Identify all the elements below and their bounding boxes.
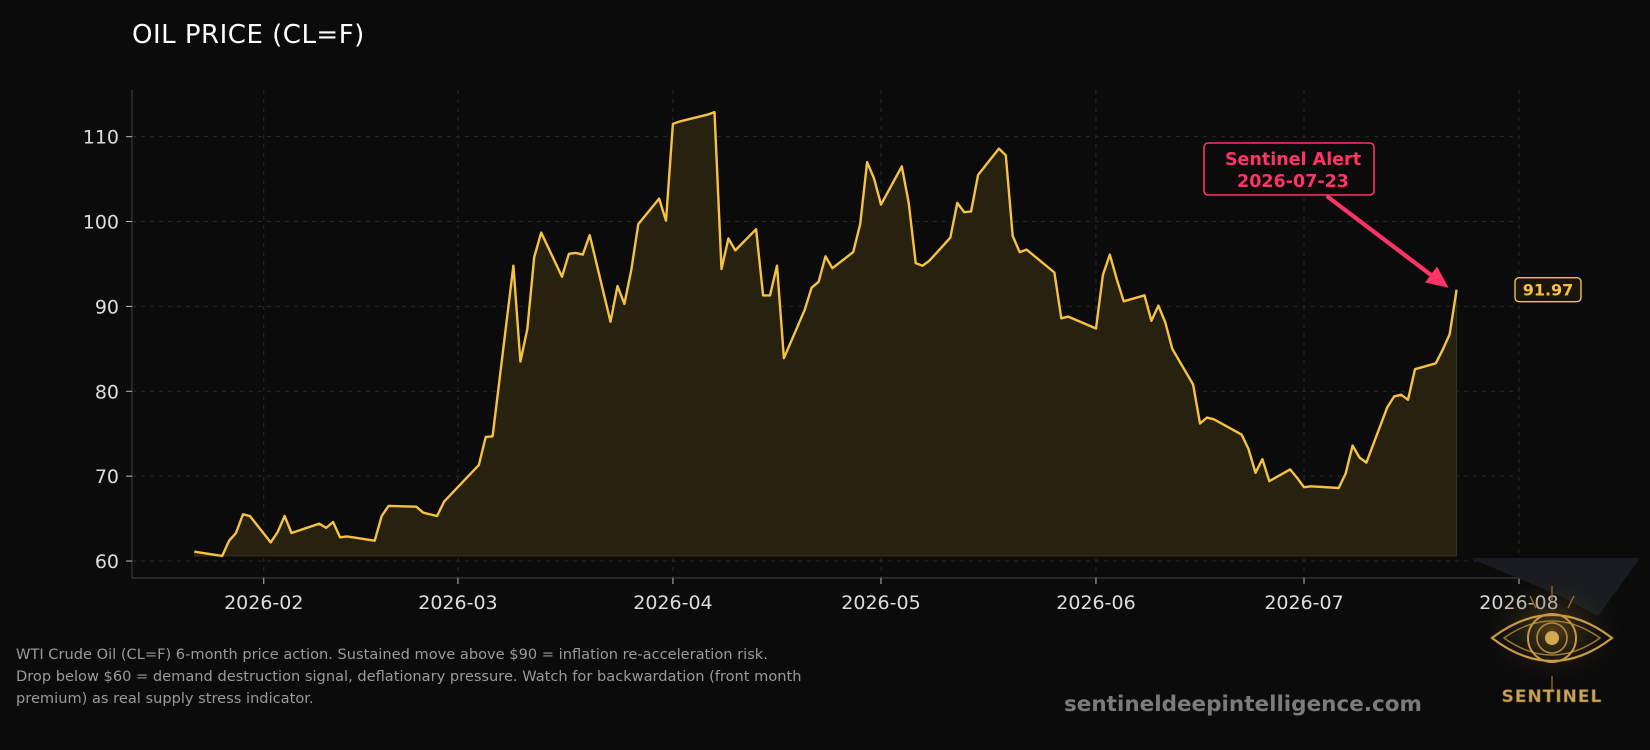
y-tick-label: 60	[95, 551, 119, 573]
y-tick-label: 90	[95, 296, 119, 318]
chart-caption: WTI Crude Oil (CL=F) 6-month price actio…	[16, 646, 802, 707]
alert-arrow	[1325, 194, 1441, 283]
x-tick-label: 2026-02	[224, 592, 303, 614]
y-tick-label: 80	[95, 381, 119, 403]
logo-text: SENTINEL	[1502, 687, 1603, 707]
y-tick-label: 100	[83, 212, 119, 234]
axes	[131, 90, 1519, 579]
price-series-line	[194, 110, 1458, 558]
y-tick-label: 110	[83, 127, 119, 149]
alert-date: 2026-07-23	[1237, 172, 1349, 192]
alert-title: Sentinel Alert	[1225, 150, 1361, 170]
x-tick-label: 2026-04	[633, 592, 712, 614]
x-tick-label: 2026-05	[841, 592, 920, 614]
x-tick-label: 2026-06	[1056, 592, 1135, 614]
y-tick-label: 70	[95, 466, 119, 488]
chart-title: OIL PRICE (CL=F)	[132, 20, 365, 50]
sentinel-logo: SENTINEL	[1470, 556, 1650, 716]
x-tick-label: 2026-07	[1264, 592, 1343, 614]
alert-arrow-head	[1425, 266, 1449, 288]
alert-box	[1203, 142, 1375, 196]
site-watermark: sentineldeepintelligence.com	[1064, 692, 1422, 717]
x-tick-label: 2026-03	[418, 592, 497, 614]
price-area	[193, 110, 1458, 558]
last-value-badge	[1514, 276, 1582, 303]
last-value-label: 91.97	[1523, 281, 1574, 300]
